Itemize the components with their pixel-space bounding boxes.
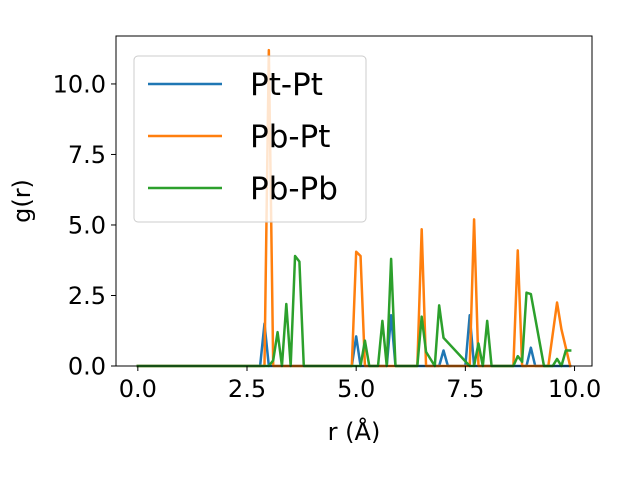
x-tick-label: 7.5	[446, 375, 484, 403]
legend-label-pt-pt: Pt-Pt	[250, 67, 323, 103]
x-axis-label: r (Å)	[328, 417, 381, 446]
plot-frame	[115, 35, 593, 367]
series-line-pb-pb	[136, 254, 572, 368]
legend-label-pb-pb: Pb-Pb	[250, 171, 338, 207]
y-tick-label: 0.0	[68, 353, 106, 381]
y-tick-label: 7.5	[68, 141, 106, 169]
legend-box	[133, 55, 367, 223]
x-tick-label: 5.0	[337, 375, 375, 403]
y-tick-label: 10.0	[53, 70, 106, 98]
x-tick-label: 2.5	[228, 375, 266, 403]
legend: Pt-Pt Pb-Pt Pb-Pb	[133, 55, 367, 223]
y-axis: 0.0 2.5 5.0 7.5 10.0	[53, 70, 116, 381]
y-tick-label: 2.5	[68, 282, 106, 310]
x-tick-label: 10.0	[548, 375, 601, 403]
legend-label-pb-pt: Pb-Pt	[250, 119, 330, 155]
y-tick-label: 5.0	[68, 211, 106, 239]
y-axis-label: g(r)	[8, 179, 36, 223]
x-axis: 0.0 2.5 5.0 7.5 10.0	[119, 366, 601, 403]
x-tick-label: 0.0	[119, 375, 157, 403]
